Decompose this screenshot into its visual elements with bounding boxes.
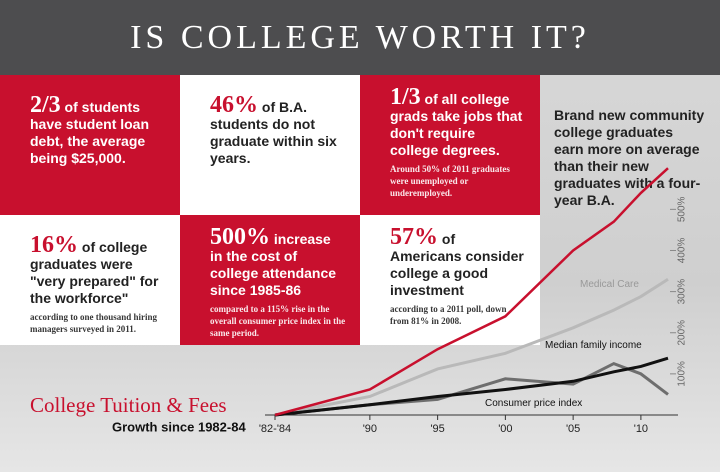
fact-cell: 46% of B.A. students do not graduate wit… xyxy=(180,75,360,215)
fact-note: according to one thousand hiring manager… xyxy=(30,312,158,334)
y-tick-label: 400% xyxy=(677,238,688,264)
x-tick-label: '05 xyxy=(566,423,580,435)
x-tick-label: '95 xyxy=(430,423,444,435)
fact-cell: 57% of Americans consider college a good… xyxy=(360,215,540,345)
fact-cell: Brand new community college graduates ea… xyxy=(540,85,720,215)
fact-text: of students have student loan debt, the … xyxy=(30,99,150,166)
fact-note: Around 50% of 2011 graduates were unempl… xyxy=(390,164,510,198)
fact-note: compared to a 115% rise in the overall c… xyxy=(210,304,346,338)
fact-number: 1/3 xyxy=(390,84,421,110)
fact-number: 2/3 xyxy=(30,92,61,118)
y-tick-label: 300% xyxy=(677,279,688,305)
chart-subtitle: Growth since 1982-84 xyxy=(112,419,246,434)
fact-number: 16% xyxy=(30,232,78,258)
series-label: Median family income xyxy=(545,340,642,351)
x-tick-label: '10 xyxy=(634,423,648,435)
fact-number: 46% xyxy=(210,92,258,118)
fact-text: Brand new community college graduates ea… xyxy=(554,107,705,208)
fact-number: 500% xyxy=(210,224,270,250)
fact-text: increase in the cost of college attendan… xyxy=(210,231,337,298)
chart-title: College Tuition & Fees xyxy=(30,393,227,417)
y-tick-label: 500% xyxy=(677,196,688,222)
x-tick-label: '82-'84 xyxy=(259,423,291,435)
x-tick-label: '00 xyxy=(498,423,512,435)
fact-cell: 1/3 of all college grads take jobs that … xyxy=(360,75,540,215)
fact-cell: 2/3 of students have student loan debt, … xyxy=(0,75,180,215)
fact-note: according to a 2011 poll, down from 81% … xyxy=(390,304,507,326)
fact-text: of college graduates were "very prepared… xyxy=(30,239,159,306)
fact-text: of Americans consider college a good inv… xyxy=(390,231,524,298)
fact-text: of B.A. students do not graduate within … xyxy=(210,99,337,166)
series-label: Medical Care xyxy=(580,279,639,290)
series-line xyxy=(274,356,669,417)
series-line xyxy=(274,278,669,417)
series-line xyxy=(274,167,669,417)
series-label: Consumer price index xyxy=(485,398,582,409)
y-tick-label: 200% xyxy=(677,320,688,346)
fact-number: 57% xyxy=(390,224,438,250)
fact-cell: 16% of college graduates were "very prep… xyxy=(0,215,180,345)
title: IS COLLEGE WORTH IT? xyxy=(0,0,720,75)
fact-text: of all college grads take jobs that don'… xyxy=(390,91,523,158)
x-tick-label: '90 xyxy=(363,423,377,435)
fact-cell: 500% increase in the cost of college att… xyxy=(180,215,360,345)
y-tick-label: 100% xyxy=(677,361,688,387)
